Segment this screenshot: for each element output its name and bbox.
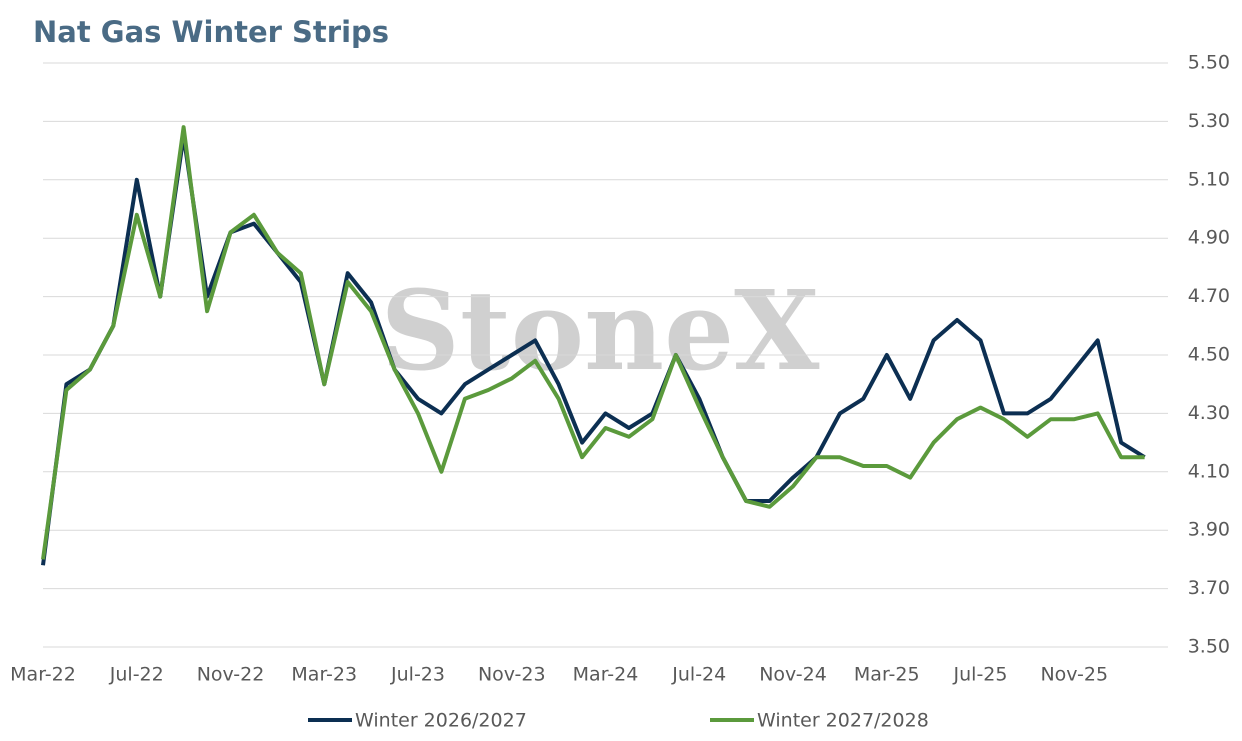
y-tick-label: 5.10	[1188, 168, 1230, 190]
x-tick-label: Jul-24	[671, 664, 726, 686]
x-tick-label: Mar-24	[573, 664, 639, 686]
x-tick-label: Mar-22	[10, 664, 76, 686]
chart-title: Nat Gas Winter Strips	[33, 15, 389, 49]
y-tick-label: 4.50	[1188, 344, 1230, 366]
x-tick-label: Jul-22	[109, 664, 164, 686]
y-tick-label: 5.30	[1188, 110, 1230, 132]
x-tick-label: Nov-23	[478, 664, 546, 686]
y-tick-label: 4.70	[1188, 285, 1230, 307]
y-tick-label: 3.70	[1188, 577, 1230, 599]
x-tick-label: Nov-24	[759, 664, 827, 686]
y-tick-label: 4.30	[1188, 402, 1230, 424]
x-tick-label: Jul-23	[390, 664, 445, 686]
series-line	[41, 125, 1145, 560]
y-tick-label: 3.50	[1188, 636, 1230, 658]
x-tick-label: Mar-25	[854, 664, 920, 686]
y-tick-label: 4.90	[1188, 227, 1230, 249]
x-tick-label: Mar-23	[291, 664, 357, 686]
y-tick-label: 4.10	[1188, 460, 1230, 482]
x-tick-label: Jul-25	[953, 664, 1008, 686]
y-tick-label: 3.90	[1188, 519, 1230, 541]
x-tick-label: Nov-25	[1040, 664, 1108, 686]
legend-label: Winter 2026/2027	[355, 710, 527, 732]
watermark: StoneX	[381, 266, 821, 395]
x-tick-label: Nov-22	[197, 664, 265, 686]
legend-label: Winter 2027/2028	[757, 710, 929, 732]
y-tick-label: 5.50	[1188, 52, 1230, 74]
